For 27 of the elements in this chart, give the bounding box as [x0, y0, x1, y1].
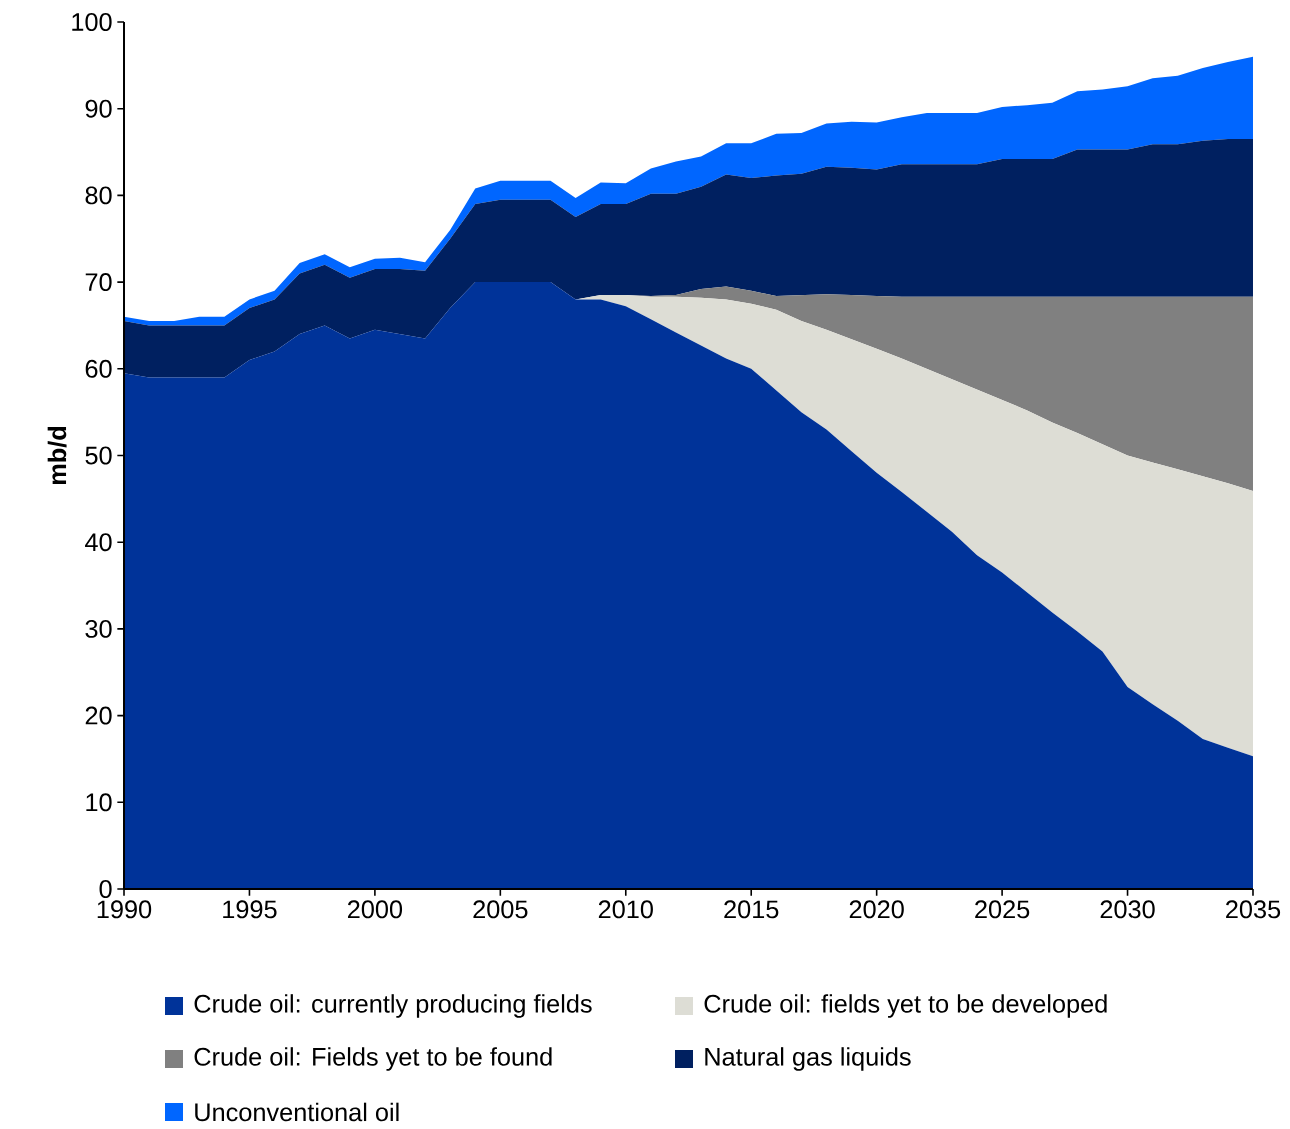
x-tick-label: 2025: [975, 900, 1030, 919]
y-tick-label: 100: [72, 13, 112, 31]
x-tick-label: 2000: [347, 900, 403, 919]
y-tick-label: 50: [85, 446, 112, 465]
x-tick-label: 1995: [223, 900, 277, 919]
x-tick-label: 1990: [97, 900, 152, 919]
x-tick-label: 2005: [473, 900, 528, 919]
y-tick-label: 40: [85, 533, 112, 552]
x-tick-label: 2020: [849, 900, 904, 919]
y-tick-label: 0: [99, 880, 112, 898]
x-tick-label: 2035: [1226, 900, 1281, 919]
legend-label: Unconventional oil: [195, 1102, 399, 1122]
legend-label: Crude oil: Fields yet to be found: [194, 1047, 552, 1071]
y-tick-label: 20: [85, 706, 112, 725]
y-axis-title: mb/d: [47, 426, 67, 485]
x-tick-label: 2030: [1100, 900, 1155, 919]
y-tick-label: 60: [85, 359, 112, 378]
y-tick-label: 90: [85, 99, 112, 118]
legend-label: Natural gas liquids: [705, 1047, 911, 1071]
y-tick-label: 70: [85, 273, 112, 292]
legend-label: Crude oil: currently producing fields: [194, 994, 592, 1018]
y-tick-label: 30: [85, 619, 112, 638]
x-tick-label: 2015: [724, 900, 779, 919]
y-tick-label: 10: [86, 793, 112, 812]
x-tick-label: 2010: [598, 900, 653, 919]
legend-label: Crude oil: fields yet to be developed: [704, 994, 1107, 1018]
y-tick-label: 80: [85, 186, 112, 205]
